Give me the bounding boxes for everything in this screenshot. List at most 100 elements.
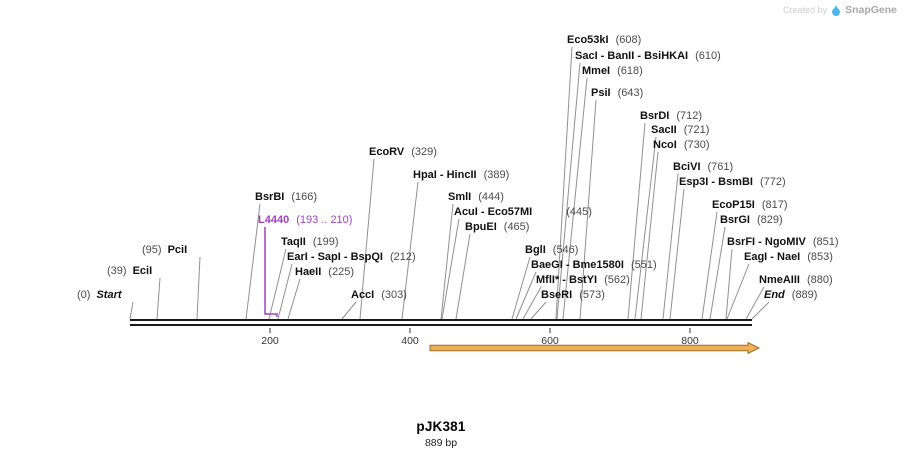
restriction-site-label: Eco53kI (608) xyxy=(567,34,641,47)
enzyme-name: NmeAIII xyxy=(759,274,800,286)
enzyme-name: BsrBI xyxy=(255,191,285,203)
restriction-site-label: EarI - SapI - BspQI (212) xyxy=(287,251,416,264)
scale-tick-label: 600 xyxy=(541,335,559,347)
site-connector-line xyxy=(662,173,679,320)
site-connector-line xyxy=(401,181,419,320)
scale-tick-label: 400 xyxy=(401,335,419,347)
site-position: (225) xyxy=(328,266,354,278)
site-connector-line xyxy=(515,271,537,320)
restriction-site-label: NmeAIII (880) xyxy=(759,274,833,287)
enzyme-name: EcoP15I xyxy=(712,199,755,211)
site-connector-line xyxy=(455,233,471,320)
site-position: (610) xyxy=(695,50,721,62)
plasmid-name: pJK381 xyxy=(416,419,466,434)
restriction-site-label: (39) EciI xyxy=(107,265,152,278)
site-position: (0) xyxy=(77,289,91,301)
primer-name: L4440 xyxy=(258,214,290,226)
restriction-site-label: MmeI (618) xyxy=(582,65,643,78)
watermark-created-by: Created by xyxy=(783,5,828,15)
site-connector-line xyxy=(709,226,726,320)
enzyme-name: EagI - NaeI xyxy=(744,251,801,263)
site-connector-line xyxy=(129,301,134,320)
enzyme-name: BsrGI xyxy=(720,214,750,226)
restriction-site-label: (95) PciI xyxy=(142,244,187,257)
site-connector-line xyxy=(634,136,657,320)
site-position: (889) xyxy=(791,289,818,301)
site-position: (608) xyxy=(615,34,642,46)
enzyme-name: BaeGI - Bme1580I xyxy=(531,259,624,271)
site-position: (444) xyxy=(478,191,504,203)
enzyme-name: End xyxy=(764,289,785,301)
restriction-site-label: End (889) xyxy=(764,289,817,302)
site-position: (551) xyxy=(630,259,657,271)
site-connector-line xyxy=(530,301,547,320)
scale-tick-label: 800 xyxy=(681,335,699,347)
site-connector-line xyxy=(627,122,646,320)
site-connector-line xyxy=(287,278,301,320)
site-position: (562) xyxy=(604,274,630,286)
restriction-site-label: AccI (303) xyxy=(351,289,407,302)
enzyme-name: HpaI - HincII xyxy=(413,169,477,181)
site-position: (853) xyxy=(807,251,833,263)
enzyme-name: SacI - BanII - BsiHKAI xyxy=(575,50,689,62)
restriction-site-label: MflI* - BstYI (562) xyxy=(536,274,630,287)
site-position: (39) xyxy=(107,265,127,277)
site-connector-line xyxy=(277,263,293,320)
site-connector-line xyxy=(268,248,287,320)
site-position: (829) xyxy=(756,214,783,226)
enzyme-name: EarI - SapI - BspQI xyxy=(287,251,383,263)
restriction-site-label: BsrFI - NgoMIV (851) xyxy=(727,236,839,249)
enzyme-name: MflI* - BstYI xyxy=(536,274,598,286)
site-connector-line xyxy=(156,277,161,320)
site-connector-line xyxy=(579,99,597,320)
site-position: (772) xyxy=(759,176,786,188)
enzyme-name: EciI xyxy=(132,265,153,277)
restriction-site-label: BsrDI (712) xyxy=(640,110,702,123)
site-connector-line xyxy=(511,256,531,320)
site-connector-line xyxy=(562,77,588,320)
site-connector-line xyxy=(245,203,261,320)
site-position: (546) xyxy=(552,244,579,256)
scale-tick-label: 200 xyxy=(261,335,279,347)
restriction-site-label: BseRI (573) xyxy=(541,289,605,302)
site-position: (445) xyxy=(566,206,592,218)
site-connector-line xyxy=(440,203,454,320)
enzyme-name: MmeI xyxy=(582,65,611,77)
restriction-site-label: EcoP15I (817) xyxy=(712,199,788,212)
enzyme-name: BglI xyxy=(525,244,546,256)
snapgene-watermark: Created by SnapGene xyxy=(783,4,897,16)
site-connector-line xyxy=(640,151,659,320)
enzyme-name: HaeII xyxy=(295,266,322,278)
site-position: (761) xyxy=(707,161,734,173)
site-connector-line xyxy=(726,263,750,320)
site-position: (573) xyxy=(579,289,605,301)
site-position: (303) xyxy=(381,289,407,301)
plasmid-title-block: pJK381 889 bp xyxy=(130,419,752,449)
site-position: (618) xyxy=(617,65,643,77)
enzyme-name: BsrDI xyxy=(640,110,670,122)
enzyme-name: Esp3I - BsmBI xyxy=(679,176,753,188)
enzyme-name: PciI xyxy=(167,244,188,256)
restriction-site-label: BpuEI (465) xyxy=(465,221,529,234)
enzyme-name: SacII xyxy=(651,124,677,136)
watermark-brand: SnapGene xyxy=(845,4,897,16)
site-connector-line xyxy=(522,286,542,320)
enzyme-name: BciVI xyxy=(673,161,701,173)
enzyme-name: TaqII xyxy=(281,236,306,248)
restriction-site-label: AcuI - Eco57MI (445) xyxy=(454,206,592,219)
site-connector-line xyxy=(341,301,357,320)
enzyme-name: Eco53kI xyxy=(567,34,609,46)
restriction-site-label: PsiI (643) xyxy=(591,87,643,100)
site-position: (212) xyxy=(389,251,416,263)
restriction-site-label: Esp3I - BsmBI (772) xyxy=(679,176,786,189)
site-position: (95) xyxy=(142,244,162,256)
site-position: (712) xyxy=(676,110,703,122)
restriction-site-label: EagI - NaeI (853) xyxy=(744,251,833,264)
site-position: (880) xyxy=(806,274,833,286)
site-connector-line xyxy=(701,211,718,320)
site-position: (389) xyxy=(483,169,510,181)
restriction-site-label: BsrGI (829) xyxy=(720,214,783,227)
site-connector-line xyxy=(669,188,685,320)
site-position: (851) xyxy=(812,236,839,248)
